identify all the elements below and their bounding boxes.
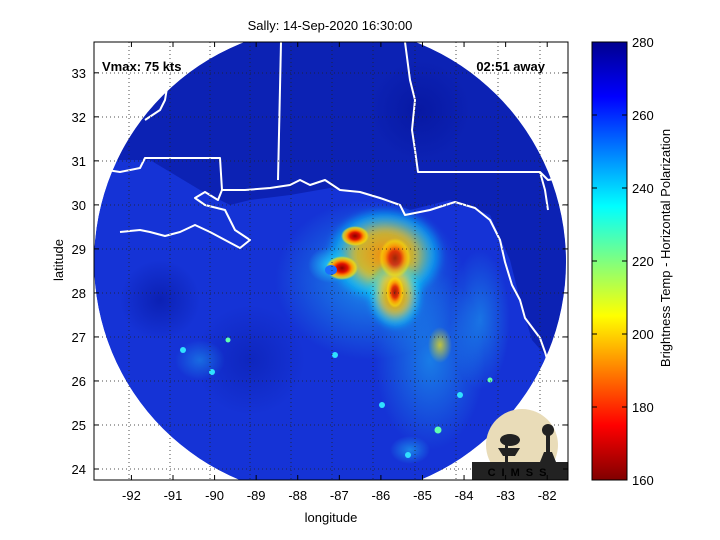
x-tick-label: -84: [455, 488, 474, 503]
x-tick-label: -83: [496, 488, 515, 503]
x-axis-ticks: -92 -91 -90 -89 -88 -87 -86 -85 -84 -83 -82: [122, 42, 557, 503]
colorbar-tick-label: 220: [632, 254, 654, 269]
colorbar-tick-label: 180: [632, 400, 654, 415]
y-tick-label: 29: [72, 242, 86, 257]
y-tick-label: 28: [72, 286, 86, 301]
time-away-label: 02:51 away: [476, 59, 545, 74]
state-border-ms-al: [277, 42, 282, 181]
y-tick-label: 32: [72, 110, 86, 125]
colorbar-tick-label: 260: [632, 108, 654, 123]
x-tick-label: -89: [247, 488, 266, 503]
colorbar: [591, 41, 628, 481]
y-axis-ticks: 24 25 26 27 28 29 30 31 32 33: [72, 66, 568, 477]
colorbar-ticks: 160 180 200 220 240 260 280: [592, 35, 654, 488]
x-axis-label: longitude: [305, 510, 358, 525]
cimss-logo: CIMSS: [472, 409, 568, 480]
vmax-label: Vmax: 75 kts: [102, 59, 182, 74]
x-tick-label: -82: [538, 488, 557, 503]
y-tick-label: 30: [72, 198, 86, 213]
x-tick-label: -91: [164, 488, 183, 503]
coastline: [94, 157, 549, 363]
y-tick-label: 25: [72, 418, 86, 433]
state-border-fl-ga: [539, 171, 549, 211]
colorbar-tick-label: 200: [632, 327, 654, 342]
colorbar-tick-label: 240: [632, 181, 654, 196]
x-tick-label: -90: [205, 488, 224, 503]
y-axis-label: latitude: [51, 239, 66, 281]
cimss-logo-text: CIMSS: [488, 467, 553, 479]
y-tick-label: 31: [72, 154, 86, 169]
y-tick-label: 27: [72, 330, 86, 345]
x-tick-label: -88: [288, 488, 307, 503]
y-tick-label: 26: [72, 374, 86, 389]
colorbar-label: Brightness Temp - Horizontal Polarizatio…: [658, 129, 673, 367]
x-tick-label: -92: [122, 488, 141, 503]
y-tick-label: 24: [72, 462, 86, 477]
axes-frame: [93, 41, 569, 481]
x-tick-label: -86: [371, 488, 390, 503]
y-tick-label: 33: [72, 66, 86, 81]
colorbar-tick-label: 160: [632, 473, 654, 488]
state-border-la-ms: [144, 69, 171, 121]
colorbar-tick-label: 280: [632, 35, 654, 50]
satellite-imagery-disc: CIMSS: [94, 42, 568, 480]
x-tick-label: -85: [413, 488, 432, 503]
grid-lines: [94, 42, 568, 480]
x-tick-label: -87: [330, 488, 349, 503]
land-borders: [94, 42, 561, 363]
figure-title: Sally: 14-Sep-2020 16:30:00: [248, 18, 413, 33]
